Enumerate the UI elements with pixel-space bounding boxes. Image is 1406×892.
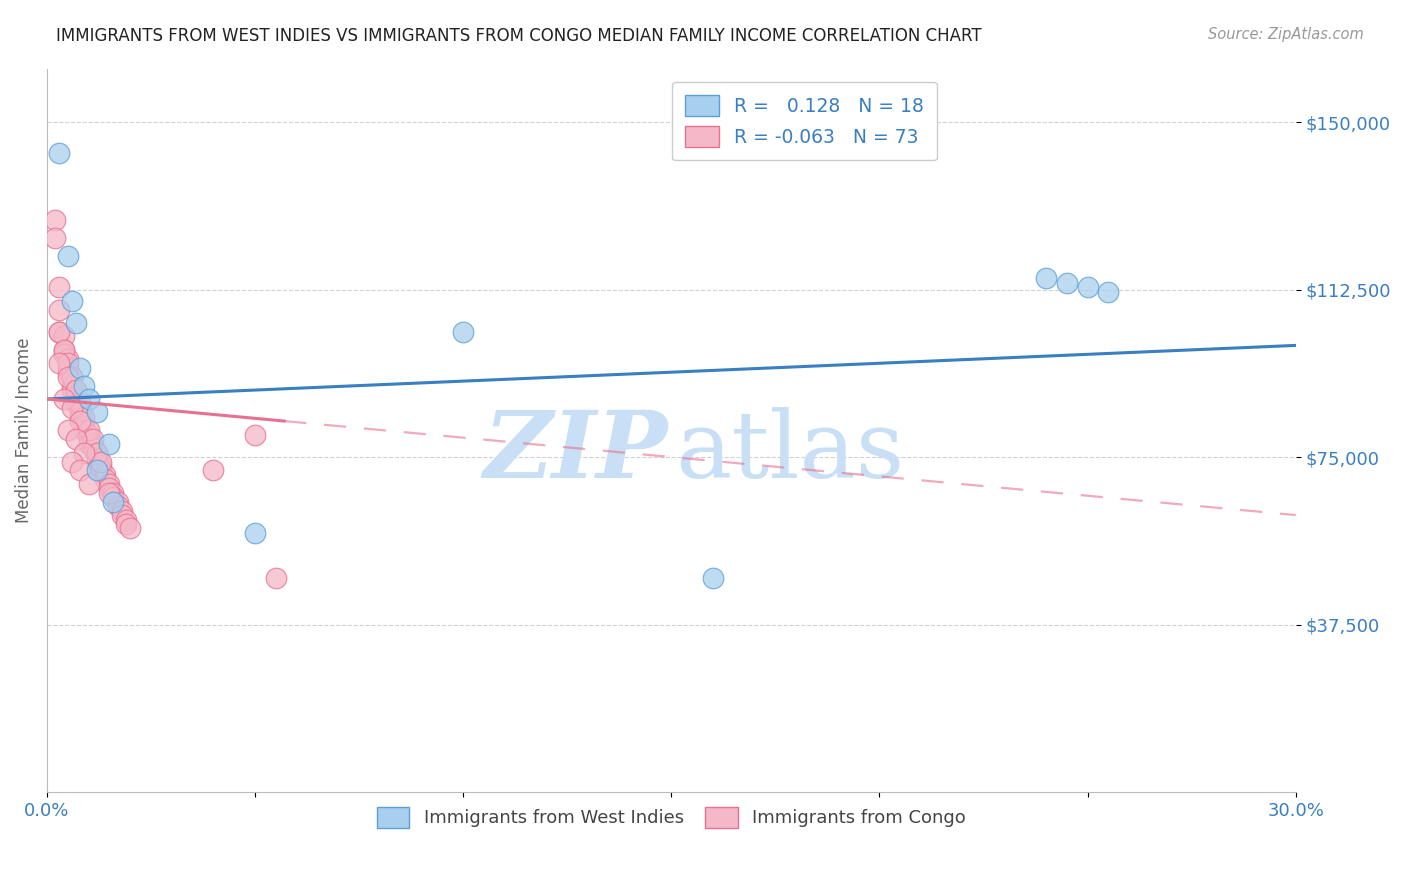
Point [86,463,108,477]
Point [56,356,79,370]
Point [1056,276,1078,290]
Point [65,383,87,397]
Point [120,521,142,535]
Point [52,343,75,357]
Point [103,490,125,504]
Point [48,146,70,161]
Point [77,476,100,491]
Point [86,405,108,419]
Point [60,401,83,415]
Point [69,401,91,415]
Point [73,414,96,428]
Point [56,351,79,366]
Point [56,249,79,263]
Point [48,280,70,294]
Point [82,441,104,455]
Point [98,481,121,495]
Point [90,463,112,477]
Point [264,571,287,585]
Point [73,445,96,459]
Point [69,409,91,424]
Point [48,356,70,370]
Point [56,423,79,437]
Point [48,325,70,339]
Text: Source: ZipAtlas.com: Source: ZipAtlas.com [1208,27,1364,42]
Point [69,360,91,375]
Point [56,369,79,384]
Point [111,503,134,517]
Point [451,325,474,339]
Point [60,383,83,397]
Point [90,454,112,468]
Point [69,396,91,410]
Point [111,508,134,522]
Point [73,409,96,424]
Point [94,472,117,486]
Point [86,450,108,464]
Point [65,392,87,406]
Point [103,494,125,508]
Point [86,454,108,468]
Point [44,231,66,245]
Point [56,360,79,375]
Point [90,458,112,473]
Point [115,512,138,526]
Point [77,392,100,406]
Point [65,383,87,397]
Point [107,494,129,508]
Point [77,432,100,446]
Point [86,445,108,459]
Point [98,436,121,450]
Point [48,325,70,339]
Text: IMMIGRANTS FROM WEST INDIES VS IMMIGRANTS FROM CONGO MEDIAN FAMILY INCOME CORREL: IMMIGRANTS FROM WEST INDIES VS IMMIGRANT… [56,27,981,45]
Legend: Immigrants from West Indies, Immigrants from Congo: Immigrants from West Indies, Immigrants … [370,800,973,835]
Point [202,463,225,477]
Point [243,525,266,540]
Point [98,485,121,500]
Point [1077,280,1099,294]
Point [1097,285,1119,299]
Point [60,369,83,384]
Point [69,405,91,419]
Point [48,302,70,317]
Point [82,436,104,450]
Point [52,392,75,406]
Point [94,467,117,482]
Point [73,418,96,433]
Point [65,396,87,410]
Y-axis label: Median Family Income: Median Family Income [15,337,32,523]
Point [52,329,75,343]
Point [44,213,66,227]
Point [60,369,83,384]
Point [60,293,83,308]
Point [60,378,83,392]
Point [243,427,266,442]
Text: ZIP: ZIP [484,407,668,497]
Point [65,387,87,401]
Point [60,454,83,468]
Point [1035,271,1057,285]
Point [702,571,724,585]
Point [73,423,96,437]
Point [82,432,104,446]
Point [52,343,75,357]
Point [86,445,108,459]
Point [56,365,79,379]
Point [98,476,121,491]
Point [107,499,129,513]
Point [77,423,100,437]
Point [115,516,138,531]
Point [73,378,96,392]
Point [65,316,87,330]
Point [65,432,87,446]
Point [103,485,125,500]
Point [69,414,91,428]
Text: atlas: atlas [675,407,904,497]
Point [69,463,91,477]
Point [77,436,100,450]
Point [77,427,100,442]
Point [52,347,75,361]
